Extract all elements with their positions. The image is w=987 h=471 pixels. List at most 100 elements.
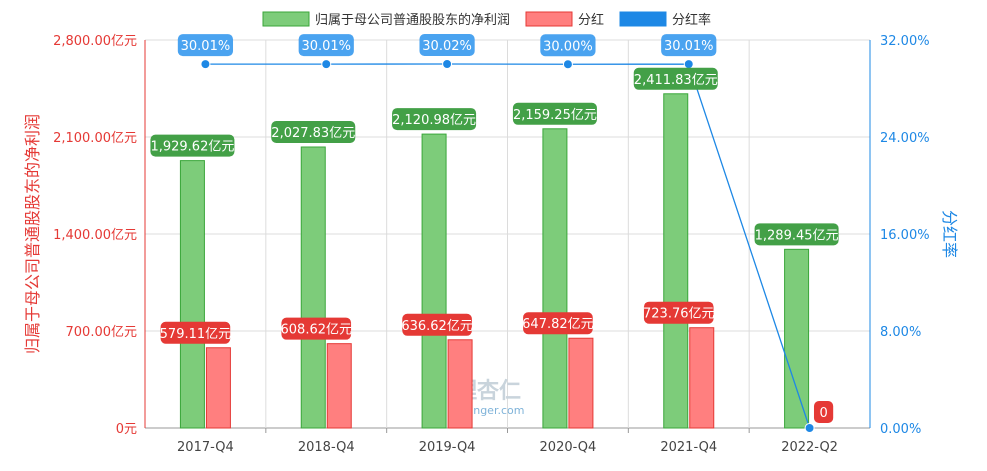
bar-dividend [689, 327, 715, 429]
labels-layer: 1,929.62亿元 579.11亿元 30.01% 2,027.83亿元 608.62… [150, 34, 839, 423]
bar-net-profit [300, 146, 326, 429]
bar-net-profit [179, 160, 205, 429]
label-dividend: 579.11亿元 [160, 321, 232, 344]
point-payout-ratio [200, 59, 211, 70]
y-right-tick-label: 24.00% [880, 131, 930, 146]
label-net-profit: 1,929.62亿元 [150, 134, 235, 157]
legend-label: 分红 [578, 12, 604, 28]
legend-item[interactable]: 分红 [525, 11, 604, 28]
legend-item[interactable]: 归属于母公司普通股股东的净利润 [262, 11, 510, 28]
label-dividend-bg [160, 321, 231, 344]
label-payout-ratio: 30.00% [540, 34, 596, 57]
label-dividend-text: 636.62亿元 [401, 319, 473, 334]
label-payout-ratio-bg [661, 34, 717, 57]
y-right-tick-label: 8.00% [880, 325, 921, 340]
legend-item[interactable]: 分红率 [619, 11, 711, 28]
legend-label: 归属于母公司普通股股东的净利润 [315, 12, 510, 28]
label-payout-ratio-text: 30.01% [664, 39, 714, 54]
y-left-tick-label: 2,800.00亿元 [53, 34, 137, 49]
y-right-tick-label: 0.00% [880, 422, 921, 437]
grid-layer [144, 39, 871, 429]
point-payout-ratio [804, 423, 815, 433]
y-right-axis-title: 分红率 [940, 210, 959, 258]
legend-label: 分红率 [672, 12, 711, 28]
label-net-profit: 2,411.83亿元 [633, 67, 718, 90]
y-left-axis-title: 归属于母公司普通股股东的净利润 [23, 114, 42, 354]
label-net-profit-bg [271, 121, 356, 144]
label-net-profit-bg [754, 223, 839, 246]
bar-net-profit [542, 128, 568, 429]
x-tick-label: 2020-Q4 [540, 440, 597, 455]
line-layer [200, 59, 815, 433]
x-tick-label: 2017-Q4 [177, 440, 234, 455]
label-dividend-text: 579.11亿元 [160, 327, 232, 342]
bars-layer [179, 93, 810, 429]
y-right-tick-label: 16.00% [880, 228, 930, 243]
bar-dividend [568, 337, 594, 429]
label-net-profit-text: 2,120.98亿元 [392, 113, 476, 128]
bar-net-profit [663, 93, 689, 429]
label-payout-ratio: 30.02% [419, 34, 475, 57]
label-payout-ratio-text: 30.02% [422, 39, 472, 54]
label-payout-ratio-text: 30.00% [543, 39, 593, 54]
point-payout-ratio [683, 59, 694, 70]
label-net-profit: 2,120.98亿元 [392, 108, 477, 131]
label-payout-ratio-bg [419, 34, 475, 57]
label-payout-ratio: 30.01% [661, 34, 717, 57]
y-left-tick-label: 700.00亿元 [66, 325, 138, 340]
label-dividend-text: 647.82亿元 [522, 317, 594, 332]
bar-net-profit [421, 133, 447, 429]
legend-swatch [262, 11, 310, 27]
axes-layer: 0元 700.00亿元 1,400.00亿元 2,100.00亿元 2,800.00亿元… [53, 34, 929, 455]
point-payout-ratio [562, 59, 573, 70]
y-right-tick-label: 32.00% [880, 34, 930, 49]
label-net-profit: 1,289.45亿元 [754, 223, 839, 246]
label-net-profit-text: 1,289.45亿元 [755, 228, 839, 243]
x-tick-label: 2021-Q4 [660, 440, 717, 455]
label-dividend-bg [523, 312, 593, 335]
label-payout-ratio: 30.01% [177, 34, 234, 57]
point-payout-ratio [321, 59, 332, 70]
label-payout-ratio-text: 30.01% [301, 39, 351, 54]
x-tick-label: 2018-Q4 [298, 440, 355, 455]
bar-dividend [205, 347, 231, 429]
label-net-profit-text: 2,027.83亿元 [271, 126, 355, 141]
label-dividend-bg [402, 313, 472, 336]
x-tick-label: 2022-Q2 [781, 440, 838, 455]
label-dividend: 647.82亿元 [522, 312, 594, 335]
watermark-subtext: lixinger.com [458, 404, 525, 417]
label-net-profit-text: 1,929.62亿元 [150, 140, 234, 155]
label-dividend: 723.76亿元 [643, 301, 715, 324]
label-dividend-text: 608.62亿元 [281, 323, 353, 338]
label-dividend: 0 [813, 401, 834, 423]
label-dividend: 636.62亿元 [401, 313, 473, 336]
label-net-profit-bg [633, 67, 718, 90]
label-payout-ratio-bg [177, 34, 234, 57]
legend[interactable]: 归属于母公司普通股股东的净利润 分红 分红率 [262, 11, 711, 28]
legend-swatch [525, 11, 573, 27]
y-left-tick-label: 2,100.00亿元 [53, 131, 137, 146]
label-dividend-bg [643, 301, 714, 324]
legend-swatch [619, 11, 667, 27]
label-payout-ratio: 30.01% [298, 34, 354, 57]
label-payout-ratio-bg [540, 34, 596, 57]
label-net-profit-text: 2,411.83亿元 [634, 73, 718, 88]
label-dividend-text: 0 [819, 406, 827, 421]
point-payout-ratio [442, 59, 453, 70]
label-dividend-bg [813, 401, 834, 423]
label-dividend-text: 723.76亿元 [643, 307, 715, 322]
label-net-profit-bg [392, 108, 477, 131]
label-payout-ratio-text: 30.01% [181, 39, 231, 54]
x-tick-label: 2019-Q4 [419, 440, 476, 455]
label-net-profit-bg [150, 134, 235, 157]
label-net-profit: 2,159.25亿元 [512, 102, 597, 125]
label-net-profit: 2,027.83亿元 [271, 121, 356, 144]
bar-net-profit [784, 248, 810, 429]
label-payout-ratio-bg [298, 34, 354, 57]
label-dividend: 608.62亿元 [281, 317, 353, 340]
label-net-profit-bg [512, 102, 597, 125]
bar-dividend [326, 343, 352, 429]
line-payout-ratio [205, 63, 811, 429]
label-dividend-bg [281, 317, 352, 340]
